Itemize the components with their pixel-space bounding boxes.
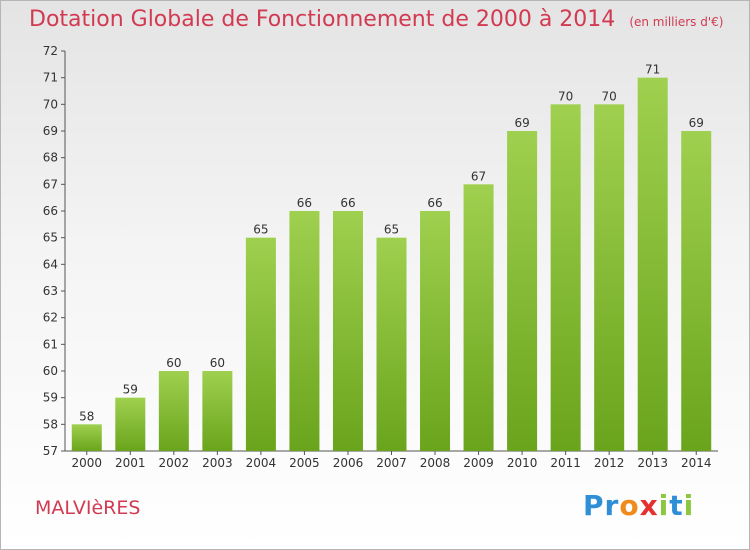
logo-letter: i [683, 489, 695, 522]
bar [463, 184, 494, 452]
x-tick-label: 2009 [463, 456, 494, 470]
logo-letter: t [669, 489, 684, 522]
bar [71, 424, 102, 451]
x-tick-label: 2002 [159, 456, 190, 470]
bar-value-label: 65 [253, 223, 268, 237]
municipality-name: MALVIèRES [35, 497, 141, 519]
logo-letter: P [583, 489, 605, 522]
bar-value-label: 60 [166, 356, 181, 370]
bar-value-label: 60 [210, 356, 225, 370]
bar-value-label: 59 [123, 383, 138, 397]
y-tick-label: 64 [43, 257, 58, 271]
bar [681, 131, 712, 451]
bar-value-label: 71 [645, 63, 660, 77]
bar-value-label: 67 [471, 169, 486, 183]
bar-value-label: 66 [297, 196, 312, 210]
bar [507, 131, 538, 451]
y-tick-label: 62 [43, 311, 58, 325]
x-tick-label: 2011 [550, 456, 581, 470]
x-tick-label: 2003 [202, 456, 233, 470]
y-tick-label: 72 [43, 44, 58, 58]
x-tick-label: 2004 [246, 456, 277, 470]
bar [115, 397, 146, 451]
y-tick-label: 57 [43, 444, 58, 458]
bar-value-label: 65 [384, 223, 399, 237]
bar [550, 104, 581, 451]
bar-value-label: 70 [602, 89, 617, 103]
logo-letter: i [658, 489, 670, 522]
y-tick-label: 60 [43, 364, 58, 378]
y-tick-label: 68 [43, 151, 58, 165]
y-tick-label: 61 [43, 337, 58, 351]
bar-value-label: 66 [427, 196, 442, 210]
y-tick-label: 70 [43, 97, 58, 111]
y-tick-label: 59 [43, 391, 58, 405]
x-tick-label: 2007 [376, 456, 407, 470]
bar [637, 77, 668, 452]
x-tick-label: 2001 [115, 456, 146, 470]
y-tick-label: 71 [43, 71, 58, 85]
bar [158, 371, 189, 451]
proxiti-logo: Proxiti [583, 489, 694, 522]
y-tick-label: 67 [43, 177, 58, 191]
x-tick-label: 2005 [289, 456, 320, 470]
x-tick-label: 2006 [333, 456, 364, 470]
x-tick-label: 2008 [420, 456, 451, 470]
x-tick-label: 2012 [594, 456, 625, 470]
bar [245, 237, 276, 451]
bar [376, 237, 407, 451]
bar-value-label: 58 [79, 409, 94, 423]
bar-value-label: 70 [558, 89, 573, 103]
x-tick-label: 2013 [637, 456, 668, 470]
bar [594, 104, 625, 451]
bar-value-label: 69 [689, 116, 704, 130]
title-text: Dotation Globale de Fonctionnement de 20… [29, 7, 616, 32]
unit-subtitle: (en milliers d'€) [629, 15, 724, 29]
y-tick-label: 66 [43, 204, 58, 218]
bar [420, 211, 451, 451]
bar-value-label: 69 [514, 116, 529, 130]
y-tick-label: 65 [43, 231, 58, 245]
x-tick-label: 2014 [681, 456, 712, 470]
y-tick-label: 58 [43, 417, 58, 431]
bar [202, 371, 233, 451]
x-tick-label: 2010 [507, 456, 538, 470]
x-tick-label: 2000 [71, 456, 102, 470]
y-tick-label: 63 [43, 284, 58, 298]
logo-letter: x [639, 489, 659, 522]
bar [332, 211, 363, 451]
bar-value-label: 66 [340, 196, 355, 210]
logo-letter: o [619, 489, 640, 522]
bar [289, 211, 320, 451]
y-tick-label: 69 [43, 124, 58, 138]
logo-letter: r [604, 489, 620, 522]
chart-title: Dotation Globale de Fonctionnement de 20… [29, 7, 723, 32]
